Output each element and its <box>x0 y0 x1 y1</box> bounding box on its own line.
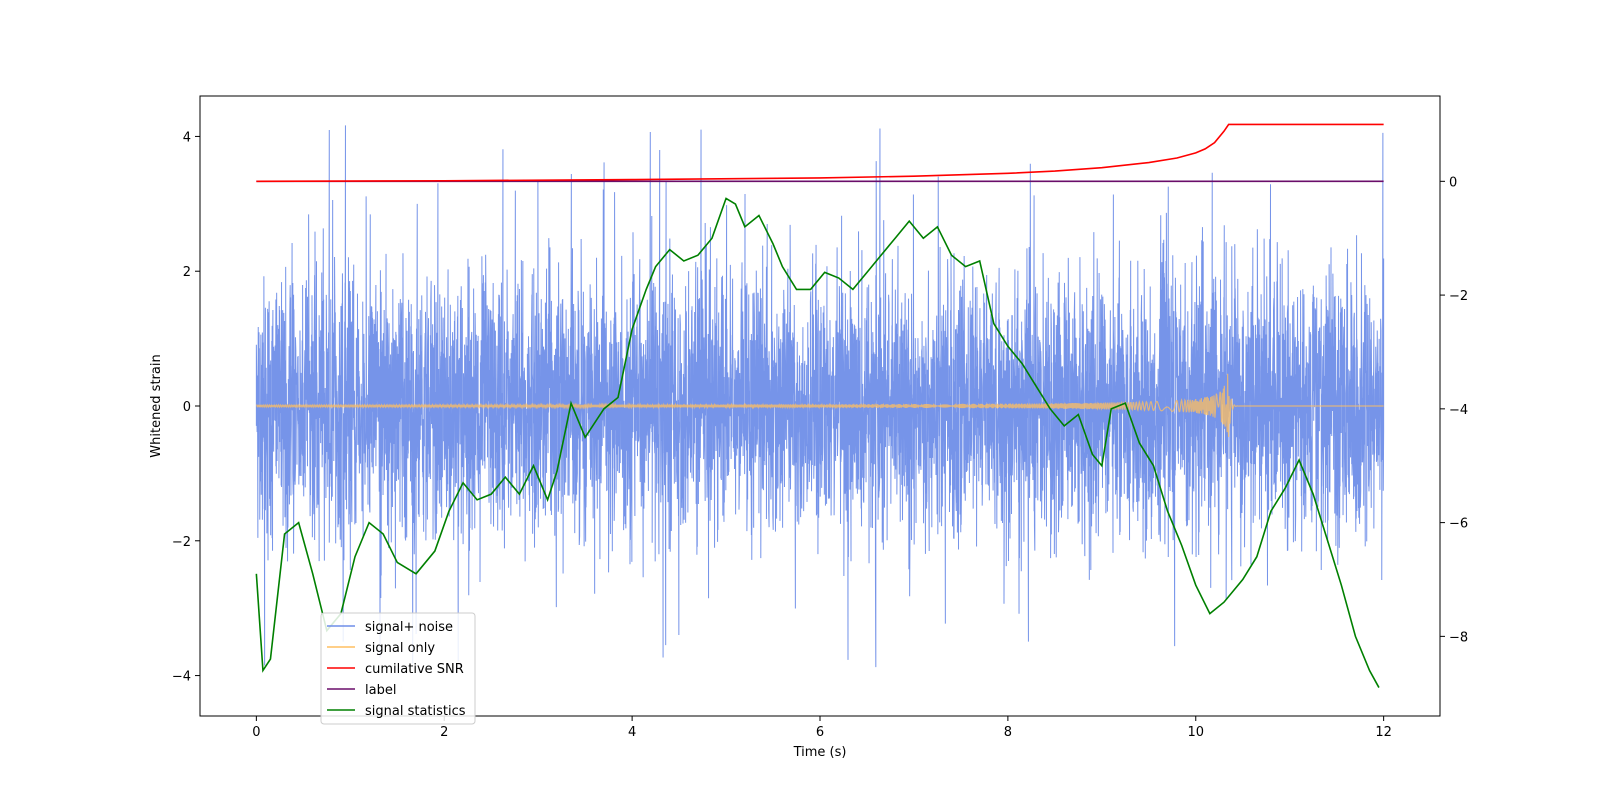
series-signal-only <box>255 373 1384 437</box>
y-left-tick-label-0: −4 <box>172 670 191 685</box>
x-tick-label-5: 10 <box>1187 725 1204 740</box>
y-right-tick-label-4: 0 <box>1449 175 1457 190</box>
y-right-tick-label-1: −6 <box>1449 517 1468 532</box>
series-cumilative-snr <box>256 123 1384 183</box>
y-axis-left: −4 −2 0 2 4 <box>172 130 200 685</box>
y-axis-label: Whitened strain <box>149 354 164 457</box>
y-left-tick-label-4: 4 <box>183 130 191 145</box>
legend-label-3: label <box>365 683 396 698</box>
y-left-tick-label-1: −2 <box>172 535 191 550</box>
x-tick-label-0: 0 <box>252 725 260 740</box>
y-left-tick-label-3: 2 <box>183 265 191 280</box>
legend-label-1: signal only <box>365 641 435 656</box>
x-tick-label-1: 2 <box>440 725 448 740</box>
y-left-tick-label-2: 0 <box>183 400 191 415</box>
legend-box <box>320 612 476 725</box>
legend-label-4: signal statistics <box>365 704 466 719</box>
series-signal-statistics <box>255 197 1380 688</box>
y-right-tick-label-0: −8 <box>1449 630 1468 645</box>
y-axis-right: −8 −6 −4 −2 0 <box>1440 175 1468 645</box>
y-right-tick-label-2: −4 <box>1449 403 1468 418</box>
x-tick-label-3: 6 <box>816 725 824 740</box>
x-axis-label: Time (s) <box>793 745 847 760</box>
series-signal-noise <box>255 125 1385 668</box>
plot-series <box>255 123 1385 688</box>
legend-label-2: cumilative SNR <box>365 662 464 677</box>
y-right-tick-label-3: −2 <box>1449 289 1468 304</box>
legend: signal+ noise signal only cumilative SNR la… <box>320 612 476 725</box>
legend-label-0: signal+ noise <box>365 620 453 635</box>
x-tick-label-2: 4 <box>628 725 636 740</box>
x-tick-label-4: 8 <box>1004 725 1012 740</box>
x-tick-label-6: 12 <box>1375 725 1392 740</box>
